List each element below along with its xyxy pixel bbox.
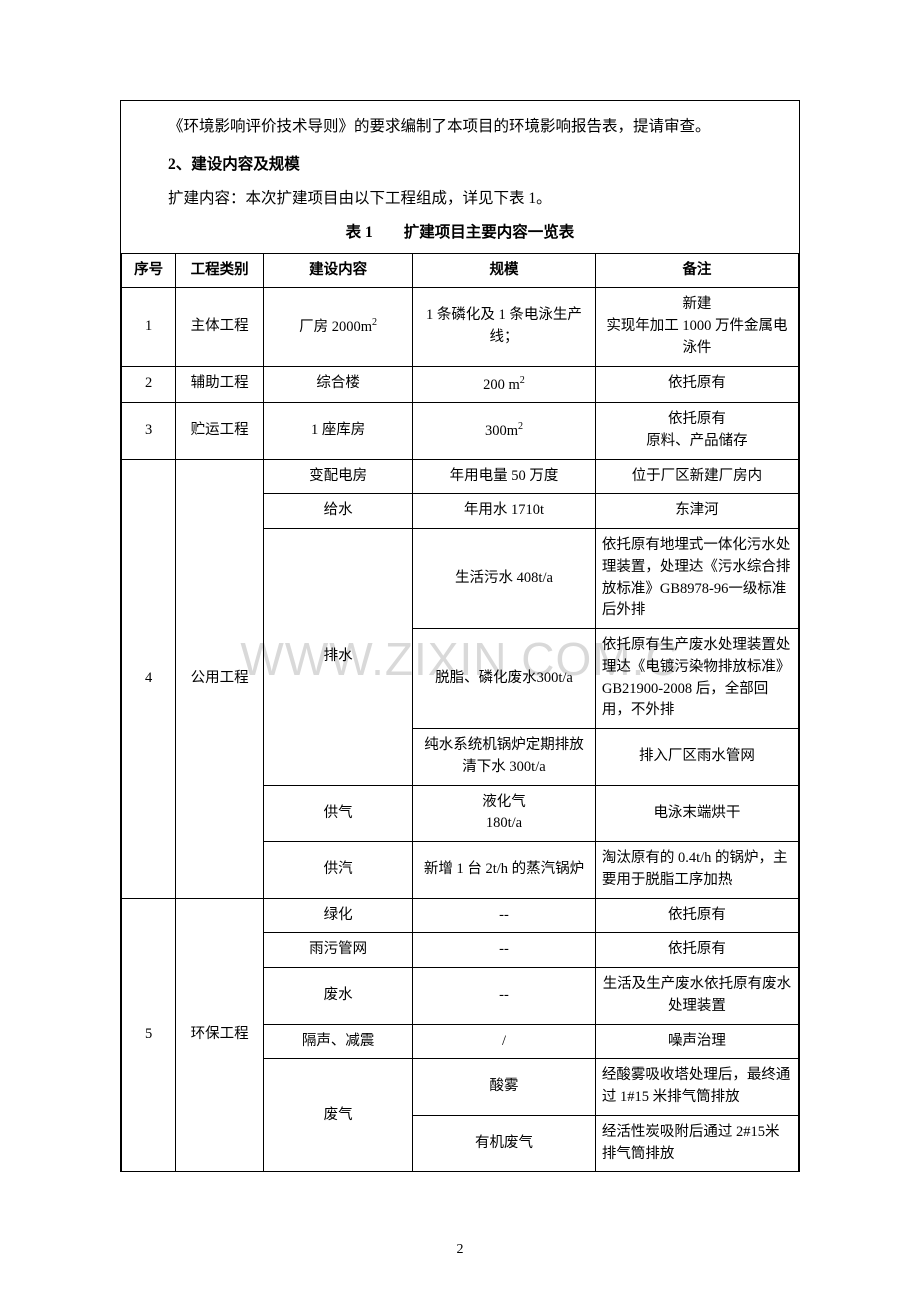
cell-sup: 2 xyxy=(518,421,523,432)
cell-content: 综合楼 xyxy=(264,366,413,403)
table-row: 4 公用工程 变配电房 年用电量 50 万度 位于厂区新建厂房内 xyxy=(122,459,799,494)
cell-scale: 年用电量 50 万度 xyxy=(413,459,596,494)
cell-note: 依托原有生产废水处理装置处理达《电镀污染物排放标准》GB21900-2008 后… xyxy=(595,629,798,729)
cell-seq: 1 xyxy=(122,288,176,366)
cell-content: 变配电房 xyxy=(264,459,413,494)
cell-cat: 辅助工程 xyxy=(176,366,264,403)
cell-text: 300m xyxy=(485,423,518,439)
cell-seq: 3 xyxy=(122,403,176,460)
cell-cat: 公用工程 xyxy=(176,459,264,898)
cell-content: 绿化 xyxy=(264,898,413,933)
main-table: 序号 工程类别 建设内容 规模 备注 1 主体工程 厂房 2000m2 1 条磷… xyxy=(121,253,799,1173)
cell-scale: -- xyxy=(413,933,596,968)
cell-content: 供气 xyxy=(264,785,413,842)
cell-content: 雨污管网 xyxy=(264,933,413,968)
cell-scale: 有机废气 xyxy=(413,1115,596,1172)
cell-scale: 酸雾 xyxy=(413,1059,596,1116)
th-note: 备注 xyxy=(595,253,798,288)
cell-note: 生活及生产废水依托原有废水处理装置 xyxy=(595,968,798,1025)
cell-scale: 生活污水 408t/a xyxy=(413,529,596,629)
table-row: 1 主体工程 厂房 2000m2 1 条磷化及 1 条电泳生产线； 新建 实现年… xyxy=(122,288,799,366)
cell-seq: 4 xyxy=(122,459,176,898)
table-row: 5 环保工程 绿化 -- 依托原有 xyxy=(122,898,799,933)
cell-note: 位于厂区新建厂房内 xyxy=(595,459,798,494)
cell-content: 1 座库房 xyxy=(264,403,413,460)
cell-cat: 环保工程 xyxy=(176,898,264,1172)
cell-note: 排入厂区雨水管网 xyxy=(595,729,798,786)
cell-scale: 年用水 1710t xyxy=(413,494,596,529)
cell-scale: 300m2 xyxy=(413,403,596,460)
cell-cat: 贮运工程 xyxy=(176,403,264,460)
th-content: 建设内容 xyxy=(264,253,413,288)
cell-note: 淘汰原有的 0.4t/h 的锅炉，主要用于脱脂工序加热 xyxy=(595,842,798,899)
cell-text: 厂房 2000m xyxy=(299,319,372,335)
cell-note: 依托原有 xyxy=(595,898,798,933)
cell-seq: 5 xyxy=(122,898,176,1172)
cell-content: 给水 xyxy=(264,494,413,529)
cell-content: 厂房 2000m2 xyxy=(264,288,413,366)
page-number: 2 xyxy=(0,1237,920,1262)
section-heading: 2、建设内容及规模 xyxy=(137,151,783,179)
cell-note: 经活性炭吸附后通过 2#15米排气筒排放 xyxy=(595,1115,798,1172)
cell-scale: 脱脂、磷化废水300t/a xyxy=(413,629,596,729)
cell-scale: -- xyxy=(413,898,596,933)
cell-sup: 2 xyxy=(372,317,377,328)
table-wrap: 序号 工程类别 建设内容 规模 备注 1 主体工程 厂房 2000m2 1 条磷… xyxy=(121,253,799,1173)
th-scale: 规模 xyxy=(413,253,596,288)
expansion-paragraph: 扩建内容：本次扩建项目由以下工程组成，详见下表 1。 xyxy=(137,185,783,213)
cell-note: 电泳末端烘干 xyxy=(595,785,798,842)
intro-paragraph: 《环境影响评价技术导则》的要求编制了本项目的环境影响报告表，提请审查。 xyxy=(137,113,783,141)
table-row: 3 贮运工程 1 座库房 300m2 依托原有 原料、产品储存 xyxy=(122,403,799,460)
cell-scale: 200 m2 xyxy=(413,366,596,403)
cell-content: 废水 xyxy=(264,968,413,1025)
content-box: 《环境影响评价技术导则》的要求编制了本项目的环境影响报告表，提请审查。 2、建设… xyxy=(120,100,800,1172)
cell-seq: 2 xyxy=(122,366,176,403)
cell-content: 供汽 xyxy=(264,842,413,899)
cell-note: 东津河 xyxy=(595,494,798,529)
cell-note: 新建 实现年加工 1000 万件金属电泳件 xyxy=(595,288,798,366)
cell-cat: 主体工程 xyxy=(176,288,264,366)
cell-note: 依托原有地埋式一体化污水处理装置，处理达《污水综合排放标准》GB8978-96一… xyxy=(595,529,798,629)
cell-scale: 新增 1 台 2t/h 的蒸汽锅炉 xyxy=(413,842,596,899)
cell-note: 依托原有 xyxy=(595,366,798,403)
cell-content: 废气 xyxy=(264,1059,413,1172)
cell-text: 200 m xyxy=(483,376,520,392)
cell-content: 隔声、减震 xyxy=(264,1024,413,1059)
cell-note: 依托原有 xyxy=(595,933,798,968)
cell-scale: / xyxy=(413,1024,596,1059)
cell-note: 噪声治理 xyxy=(595,1024,798,1059)
cell-note: 依托原有 原料、产品储存 xyxy=(595,403,798,460)
th-cat: 工程类别 xyxy=(176,253,264,288)
table-row: 2 辅助工程 综合楼 200 m2 依托原有 xyxy=(122,366,799,403)
th-seq: 序号 xyxy=(122,253,176,288)
cell-content: 排水 xyxy=(264,529,413,786)
cell-sup: 2 xyxy=(520,375,525,386)
cell-scale: -- xyxy=(413,968,596,1025)
cell-note: 经酸雾吸收塔处理后，最终通过 1#15 米排气筒排放 xyxy=(595,1059,798,1116)
cell-scale: 液化气 180t/a xyxy=(413,785,596,842)
cell-scale: 1 条磷化及 1 条电泳生产线； xyxy=(413,288,596,366)
table-caption: 表 1 扩建项目主要内容一览表 xyxy=(137,219,783,247)
cell-scale: 纯水系统机锅炉定期排放清下水 300t/a xyxy=(413,729,596,786)
table-header-row: 序号 工程类别 建设内容 规模 备注 xyxy=(122,253,799,288)
